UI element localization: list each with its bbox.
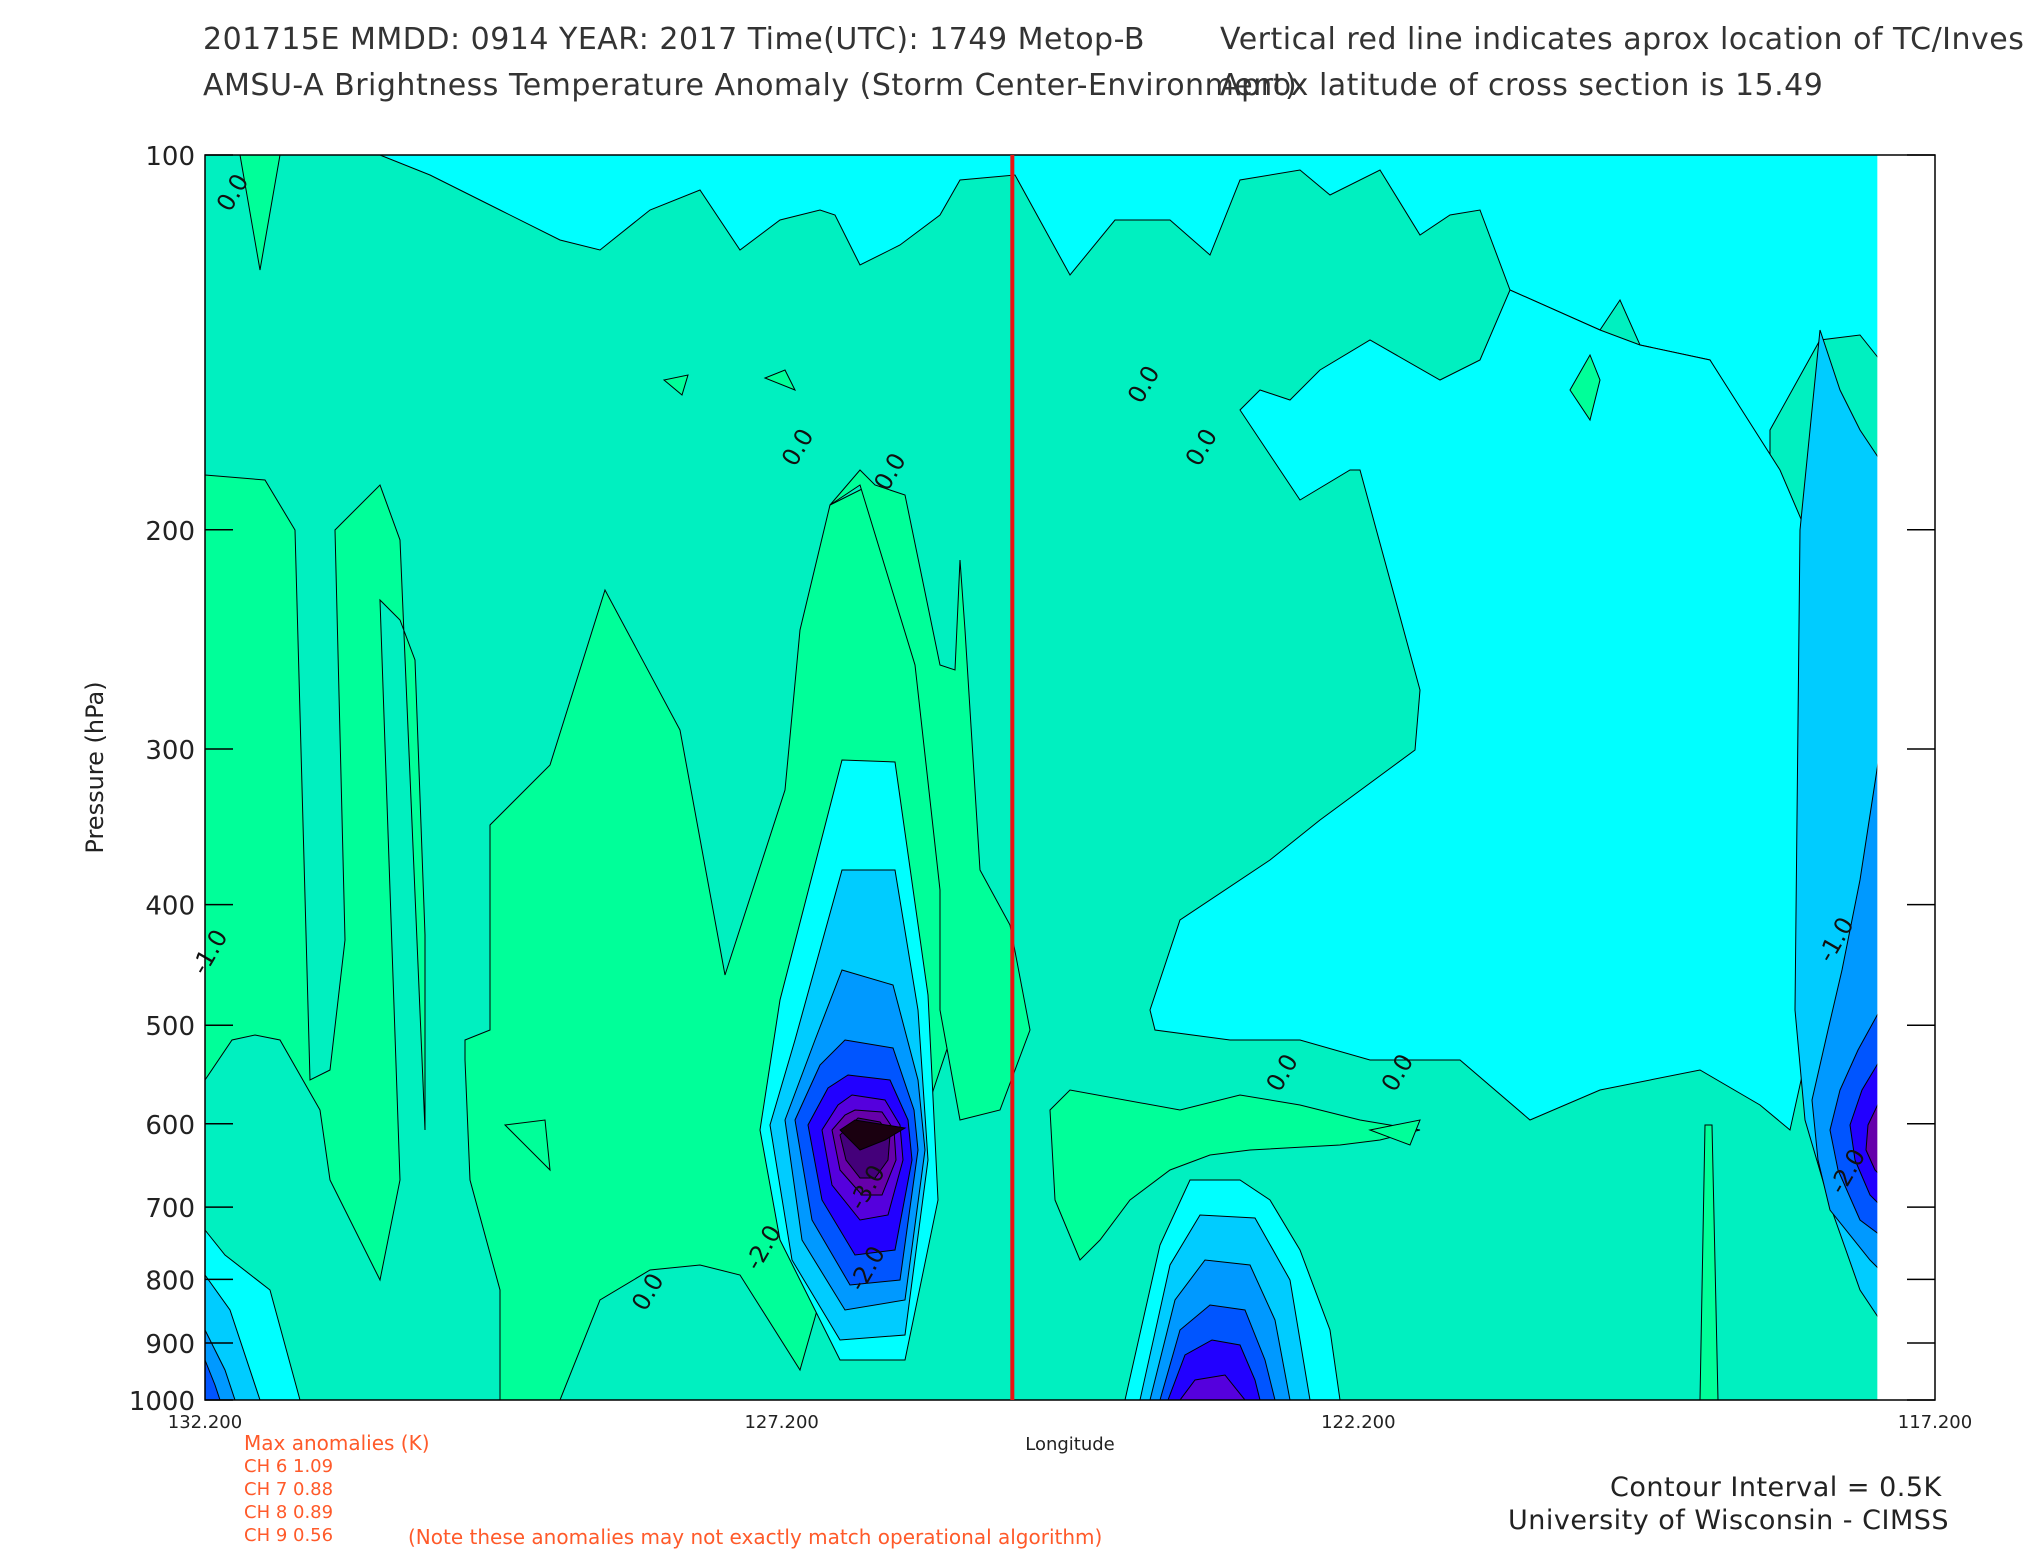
field-warm-left bbox=[205, 474, 426, 1282]
field-right-l4 bbox=[1849, 1059, 1880, 1206]
y-tick-label: 900 bbox=[145, 1330, 195, 1360]
field-warm-island-2 bbox=[763, 369, 797, 391]
pressure-axis: 100 200 300 400 500 600 700 800 900 1000 bbox=[129, 142, 1935, 1417]
field-warm-tc-region bbox=[829, 469, 1031, 1121]
x-tick-label: 122.200 bbox=[1321, 1412, 1395, 1433]
field-core-center bbox=[839, 1119, 907, 1151]
max-anomaly-ch7: CH 7 0.88 bbox=[244, 1479, 334, 1500]
anomaly-disclaimer-note: (Note these anomalies may not exactly ma… bbox=[408, 1525, 1103, 1549]
header-product-title: AMSU-A Brightness Temperature Anomaly (S… bbox=[203, 68, 1298, 103]
field-warm-island-5 bbox=[1569, 353, 1601, 422]
contour-interval-label: Contour Interval = 0.5K bbox=[1610, 1472, 1942, 1503]
plot-frame bbox=[204, 154, 1936, 1401]
header-latitude-note: Aprox latitude of cross section is 15.49 bbox=[1220, 68, 1824, 103]
max-anomaly-ch6: CH 6 1.09 bbox=[244, 1456, 334, 1477]
field-cold-lower-left-4 bbox=[205, 1359, 221, 1400]
x-tick-label: 117.200 bbox=[1898, 1412, 1972, 1433]
y-tick-label: 500 bbox=[145, 1012, 195, 1042]
y-tick-label: 700 bbox=[145, 1194, 195, 1224]
field-cool-mid bbox=[1149, 289, 1811, 1131]
max-anomalies-title: Max anomalies (K) bbox=[244, 1431, 430, 1455]
y-tick-label: 200 bbox=[145, 517, 195, 547]
field-warm-right-spike bbox=[1699, 1124, 1719, 1400]
y-tick-label: 400 bbox=[145, 892, 195, 922]
x-axis-label: Longitude bbox=[1025, 1434, 1115, 1455]
max-anomaly-ch8: CH 8 0.89 bbox=[244, 1502, 334, 1523]
x-tick-label: 127.200 bbox=[744, 1412, 818, 1433]
max-anomaly-ch9: CH 9 0.56 bbox=[244, 1525, 334, 1546]
header-red-line-note: Vertical red line indicates aprox locati… bbox=[1220, 22, 2025, 57]
field-warm-island-1 bbox=[662, 374, 689, 396]
y-tick-label: 600 bbox=[145, 1111, 195, 1141]
y-axis-label: Pressure (hPa) bbox=[81, 681, 109, 853]
x-tick-label: 132.200 bbox=[168, 1412, 242, 1433]
field-right-l5 bbox=[1865, 1099, 1880, 1176]
y-tick-label: 800 bbox=[145, 1266, 195, 1296]
field-warm-island-3 bbox=[503, 1119, 551, 1172]
contour-fills bbox=[205, 155, 1880, 1400]
header-run-info: 201715E MMDD: 0914 YEAR: 2017 Time(UTC):… bbox=[203, 22, 1145, 57]
institution-credit: University of Wisconsin - CIMSS bbox=[1508, 1505, 1950, 1536]
longitude-axis: 132.200 127.200 122.200 117.200 bbox=[168, 1412, 1972, 1433]
field-lowc-l6 bbox=[1179, 1374, 1246, 1400]
field-warm-top-left bbox=[239, 155, 281, 271]
y-tick-label: 300 bbox=[145, 736, 195, 766]
no-data-strip bbox=[1877, 155, 1880, 1400]
field-warm-island-4 bbox=[1368, 1119, 1421, 1146]
y-tick-label: 100 bbox=[145, 142, 195, 172]
field-warm-mid-right bbox=[1049, 1089, 1421, 1261]
y-tick-label: 1000 bbox=[129, 1387, 195, 1417]
